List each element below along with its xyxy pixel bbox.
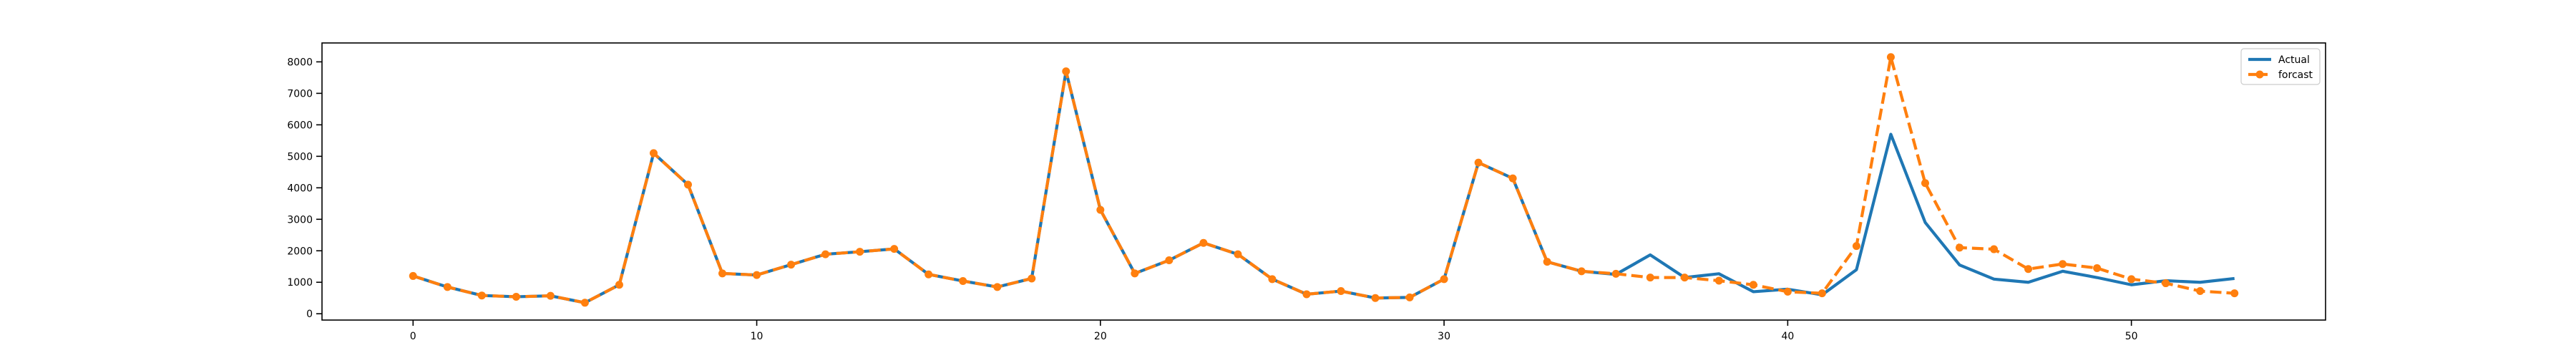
data-point bbox=[1921, 179, 1929, 188]
plot-frame bbox=[321, 42, 2326, 321]
data-point bbox=[580, 299, 589, 307]
data-point bbox=[1543, 258, 1551, 266]
series-1 bbox=[409, 53, 2239, 307]
data-point bbox=[753, 271, 761, 279]
legend-marker bbox=[2255, 70, 2264, 79]
data-point bbox=[2024, 265, 2033, 274]
data-point bbox=[443, 283, 452, 291]
y-tick-label: 0 bbox=[306, 309, 313, 320]
data-point bbox=[546, 291, 555, 300]
y-axis: 0 1000 2000 3000 4000 5000 6000 7000 8000 bbox=[287, 57, 322, 320]
data-point bbox=[1028, 274, 1036, 283]
data-point bbox=[512, 292, 520, 301]
data-point bbox=[2127, 275, 2136, 284]
data-point bbox=[1096, 205, 1105, 214]
data-point bbox=[615, 281, 623, 289]
data-point bbox=[2230, 289, 2239, 298]
x-tick-label: 50 bbox=[2125, 331, 2138, 342]
data-point bbox=[856, 248, 864, 256]
data-point bbox=[787, 261, 796, 269]
data-point bbox=[1199, 238, 1208, 247]
data-point bbox=[2093, 263, 2102, 272]
y-tick-label: 3000 bbox=[287, 214, 313, 226]
series-line-1 bbox=[412, 55, 2235, 304]
data-point bbox=[409, 271, 417, 280]
x-tick-label: 0 bbox=[410, 331, 416, 342]
y-tick-label: 5000 bbox=[287, 151, 313, 163]
data-point bbox=[1680, 274, 1689, 282]
data-point bbox=[1577, 267, 1586, 276]
y-tick-label: 4000 bbox=[287, 183, 313, 194]
data-point bbox=[1886, 53, 1895, 62]
data-point bbox=[1508, 174, 1517, 183]
data-point bbox=[2196, 287, 2205, 296]
data-point bbox=[924, 270, 933, 279]
x-tick-label: 30 bbox=[1438, 331, 1450, 342]
data-point bbox=[1474, 158, 1483, 167]
data-point bbox=[477, 291, 486, 300]
data-point bbox=[1818, 289, 1826, 298]
data-point bbox=[1371, 294, 1380, 302]
data-point bbox=[1956, 243, 1964, 252]
data-point bbox=[1990, 245, 1999, 253]
data-point bbox=[1646, 274, 1654, 282]
data-point bbox=[1783, 287, 1792, 296]
data-point bbox=[1440, 275, 1448, 284]
data-point bbox=[1714, 276, 1723, 285]
legend: Actual forcast bbox=[2240, 48, 2321, 85]
data-point bbox=[683, 180, 692, 189]
data-point bbox=[1062, 67, 1070, 76]
data-point bbox=[993, 283, 1002, 291]
x-tick-label: 40 bbox=[1781, 331, 1794, 342]
data-point bbox=[1302, 290, 1311, 299]
data-point bbox=[1234, 250, 1242, 258]
data-point bbox=[890, 245, 899, 253]
legend-item: Actual bbox=[2248, 54, 2310, 66]
data-point bbox=[2162, 279, 2170, 288]
data-point bbox=[1611, 269, 1620, 278]
x-axis: 0 10 20 30 40 50 bbox=[410, 320, 2138, 342]
data-point bbox=[718, 269, 727, 278]
data-point bbox=[2059, 260, 2067, 268]
data-point bbox=[959, 276, 967, 285]
y-tick-label: 1000 bbox=[287, 277, 313, 289]
legend-label: forcast bbox=[2278, 69, 2313, 81]
data-point bbox=[649, 149, 658, 158]
data-point bbox=[1749, 281, 1757, 289]
legend-label: Actual bbox=[2278, 54, 2310, 66]
x-tick-label: 20 bbox=[1094, 331, 1107, 342]
data-point bbox=[1405, 293, 1414, 301]
y-tick-label: 6000 bbox=[287, 120, 313, 131]
legend-item: forcast bbox=[2248, 69, 2313, 81]
y-tick-label: 8000 bbox=[287, 57, 313, 68]
y-tick-label: 7000 bbox=[287, 88, 313, 100]
data-point bbox=[1337, 287, 1345, 296]
series-layer bbox=[409, 53, 2239, 307]
data-point bbox=[1165, 256, 1174, 264]
data-point bbox=[1131, 269, 1139, 278]
y-tick-label: 2000 bbox=[287, 246, 313, 257]
data-point bbox=[821, 250, 830, 258]
data-point bbox=[1268, 275, 1277, 284]
data-point bbox=[1852, 242, 1860, 251]
x-tick-label: 10 bbox=[751, 331, 763, 342]
